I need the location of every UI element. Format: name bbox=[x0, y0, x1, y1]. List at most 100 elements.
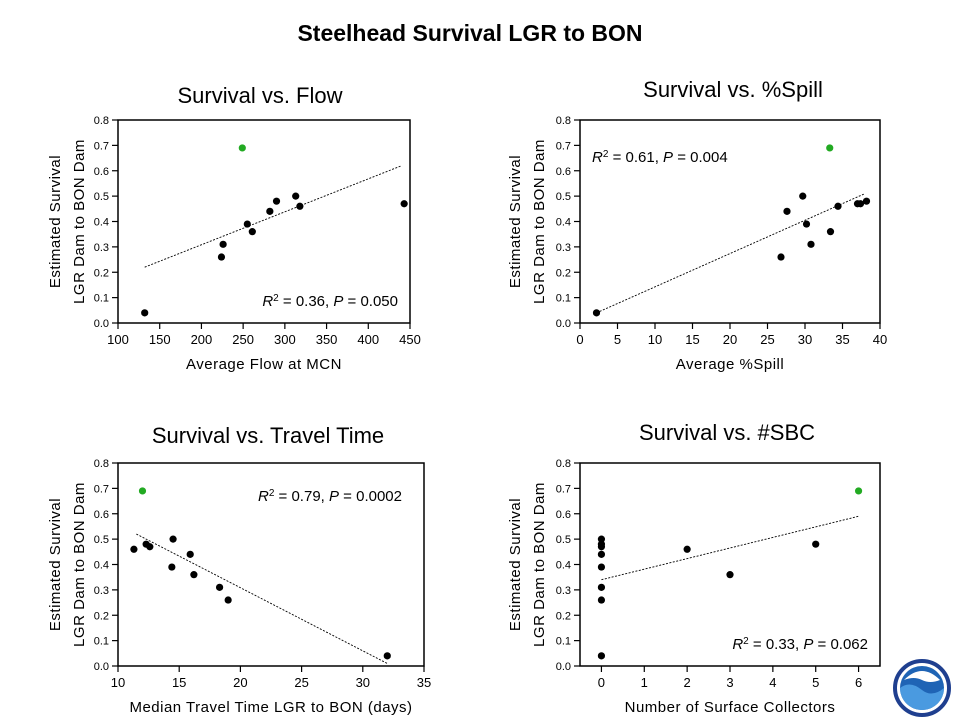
annotation-part: = 0.33, bbox=[749, 636, 804, 653]
y-tick-label: 0.1 bbox=[94, 293, 109, 305]
trend-line bbox=[136, 533, 388, 664]
data-point bbox=[597, 535, 606, 543]
data-point bbox=[812, 540, 820, 548]
y-tick-label: 0.5 bbox=[94, 534, 109, 546]
y-axis-label: Estimated Survival bbox=[47, 498, 64, 631]
data-point bbox=[272, 197, 281, 205]
highlight-point bbox=[138, 487, 147, 495]
annotation-part: R bbox=[262, 293, 273, 310]
x-tick-label: 450 bbox=[399, 332, 421, 347]
x-tick-label: 1 bbox=[641, 675, 648, 690]
data-point bbox=[597, 563, 606, 571]
data-point bbox=[777, 253, 785, 261]
data-point bbox=[383, 652, 391, 660]
annotation-superscript: 2 bbox=[269, 488, 275, 499]
y-tick-label: 0.8 bbox=[556, 458, 571, 470]
annotation-part: R bbox=[732, 636, 743, 653]
y-axis-label: Estimated Survival bbox=[507, 498, 524, 631]
y-tick-label: 0.7 bbox=[94, 483, 109, 495]
annotation-part: = 0.050 bbox=[343, 293, 398, 310]
y-tick-label: 0.5 bbox=[556, 191, 571, 203]
chart-panel: Survival vs. %Spill 0.0 0.1 0.2 0.3 0.4 0.5 0.6… bbox=[507, 77, 887, 373]
data-point bbox=[217, 253, 226, 261]
x-tick-label: 5 bbox=[614, 332, 621, 347]
data-point bbox=[169, 535, 177, 543]
x-tick-label: 150 bbox=[149, 332, 171, 347]
x-tick-label: 4 bbox=[769, 675, 776, 690]
data-point bbox=[597, 583, 606, 591]
y-tick-label: 0.6 bbox=[556, 509, 571, 521]
y-tick-label: 0.0 bbox=[556, 318, 571, 330]
chart-title: Survival vs. Flow bbox=[177, 83, 342, 108]
x-tick-label: 30 bbox=[356, 675, 370, 690]
x-tick-label: 25 bbox=[760, 332, 774, 347]
x-axis-label: Median Travel Time LGR to BON (days) bbox=[129, 699, 412, 716]
data-point bbox=[141, 309, 149, 317]
y-tick-label: 0.1 bbox=[556, 636, 571, 648]
data-point bbox=[168, 563, 176, 571]
data-point bbox=[146, 543, 154, 551]
chart-title: Survival vs. Travel Time bbox=[152, 423, 384, 448]
x-tick-label: 6 bbox=[855, 675, 862, 690]
x-tick-label: 2 bbox=[684, 675, 691, 690]
y-tick-label: 0.0 bbox=[556, 661, 571, 673]
y-tick-label: 0.1 bbox=[556, 293, 571, 305]
y-tick-label: 0.0 bbox=[94, 318, 109, 330]
x-tick-label: 35 bbox=[835, 332, 849, 347]
x-tick-label: 10 bbox=[648, 332, 662, 347]
y-tick-label: 0.5 bbox=[94, 191, 109, 203]
data-point bbox=[186, 550, 194, 558]
highlight-point bbox=[826, 144, 834, 152]
chart-title: Survival vs. %Spill bbox=[643, 77, 823, 102]
y-tick-label: 0.4 bbox=[94, 217, 109, 229]
data-point bbox=[856, 200, 865, 208]
data-point bbox=[597, 652, 606, 660]
annotation-part: = 0.0002 bbox=[339, 488, 402, 505]
highlight-point bbox=[854, 487, 863, 495]
data-point bbox=[266, 207, 274, 215]
y-tick-label: 0.7 bbox=[556, 483, 571, 495]
annotation-part: P bbox=[329, 488, 339, 505]
x-tick-label: 25 bbox=[294, 675, 308, 690]
x-tick-label: 200 bbox=[191, 332, 213, 347]
page-title: Steelhead Survival LGR to BON bbox=[297, 20, 643, 46]
r-squared-annotation: R2 = 0.36, P = 0.050 bbox=[262, 293, 398, 311]
data-point bbox=[296, 202, 304, 210]
data-point bbox=[807, 240, 815, 248]
y-tick-label: 0.8 bbox=[94, 115, 109, 127]
data-point bbox=[224, 596, 232, 604]
y-axis-label: LGR Dam to BON Dam bbox=[71, 139, 88, 304]
data-point bbox=[190, 571, 198, 579]
y-tick-label: 0.0 bbox=[94, 661, 109, 673]
annotation-part: = 0.61, bbox=[608, 149, 663, 166]
x-axis-label: Average Flow at MCN bbox=[186, 356, 342, 373]
data-point bbox=[292, 192, 300, 200]
data-point bbox=[862, 197, 871, 205]
x-tick-label: 5 bbox=[812, 675, 819, 690]
chart-title: Survival vs. #SBC bbox=[639, 420, 815, 445]
y-tick-label: 0.2 bbox=[94, 610, 109, 622]
x-tick-label: 40 bbox=[873, 332, 887, 347]
y-tick-label: 0.8 bbox=[556, 115, 571, 127]
x-tick-label: 100 bbox=[107, 332, 129, 347]
chart-panel: Survival vs. Flow 0.0 0.1 0.2 0.3 0.4 0.5 0.6 0.… bbox=[47, 83, 421, 373]
y-tick-label: 0.7 bbox=[556, 140, 571, 152]
y-axis-label: LGR Dam to BON Dam bbox=[531, 139, 548, 304]
data-point bbox=[597, 550, 606, 558]
annotation-part: = 0.062 bbox=[813, 636, 868, 653]
trend-line bbox=[601, 515, 859, 581]
r-squared-annotation: R2 = 0.61, P = 0.004 bbox=[592, 149, 728, 167]
annotation-part: P bbox=[803, 636, 813, 653]
y-tick-label: 0.6 bbox=[556, 166, 571, 178]
x-tick-label: 300 bbox=[274, 332, 296, 347]
trend-line bbox=[144, 165, 402, 268]
y-tick-label: 0.4 bbox=[94, 560, 109, 572]
annotation-part: = 0.79, bbox=[274, 488, 329, 505]
annotation-part: = 0.004 bbox=[673, 149, 728, 166]
data-point bbox=[400, 200, 408, 208]
x-tick-label: 0 bbox=[598, 675, 605, 690]
chart-panel: Survival vs. #SBC 0.0 0.1 0.2 0.3 0.4 0.5 0.6 0.… bbox=[507, 420, 881, 716]
data-point bbox=[130, 545, 138, 553]
y-tick-label: 0.6 bbox=[94, 509, 109, 521]
annotation-superscript: 2 bbox=[743, 636, 749, 647]
